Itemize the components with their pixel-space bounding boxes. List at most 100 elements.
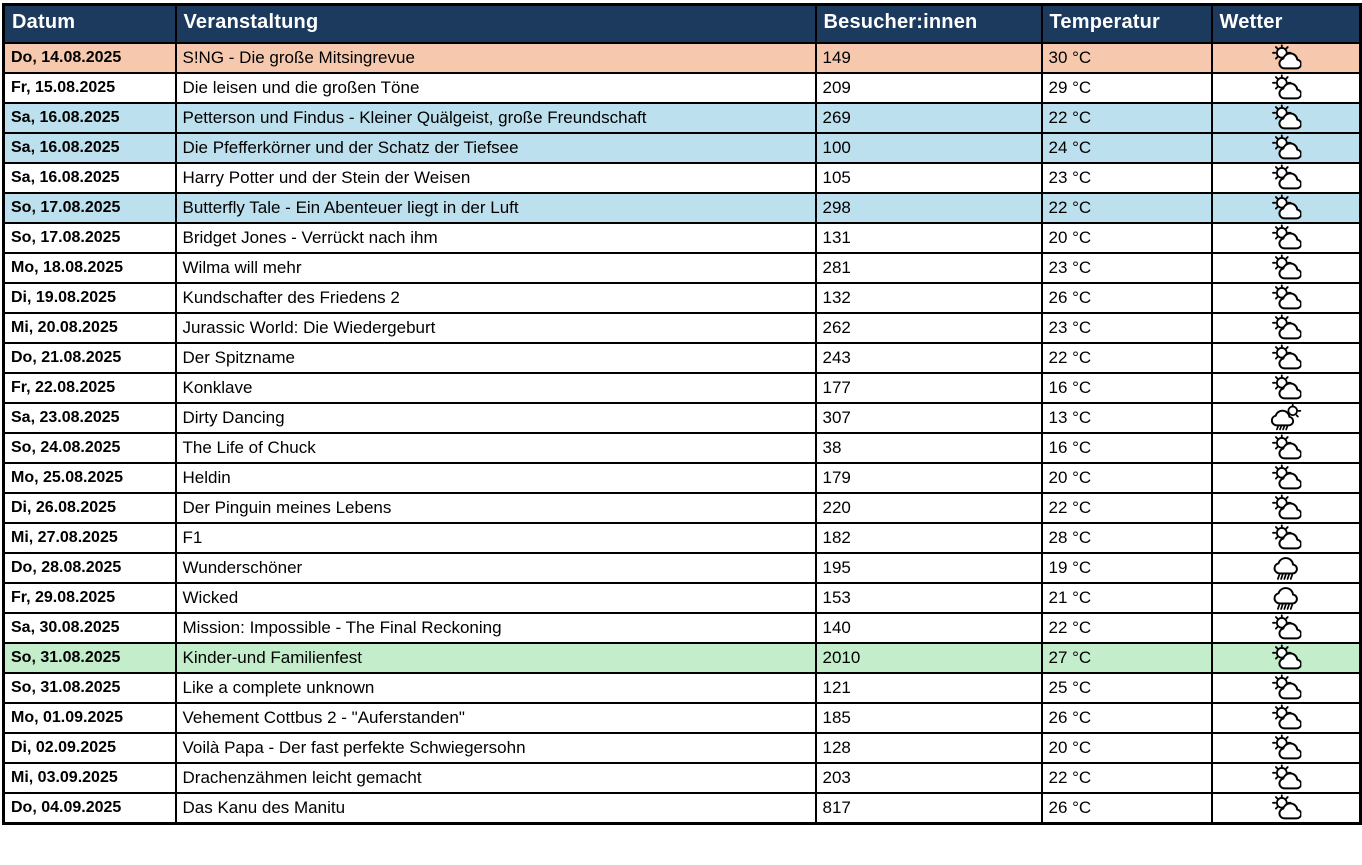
temperature-cell[interactable]: 23 °C: [1040, 311, 1213, 344]
date-cell[interactable]: Di, 19.08.2025: [2, 281, 177, 314]
event-cell[interactable]: Konklave: [174, 371, 817, 404]
weather-cell[interactable]: [1210, 731, 1362, 764]
date-cell[interactable]: So, 17.08.2025: [2, 191, 177, 224]
event-cell[interactable]: Der Spitzname: [174, 341, 817, 374]
weather-cell[interactable]: [1210, 761, 1362, 794]
visitors-cell[interactable]: 2010: [814, 641, 1043, 674]
weather-cell[interactable]: [1210, 461, 1362, 494]
event-cell[interactable]: Bridget Jones - Verrückt nach ihm: [174, 221, 817, 254]
date-cell[interactable]: Sa, 16.08.2025: [2, 161, 177, 194]
visitors-cell[interactable]: 182: [814, 521, 1043, 554]
weather-cell[interactable]: [1210, 161, 1362, 194]
event-cell[interactable]: Die Pfefferkörner und der Schatz der Tie…: [174, 131, 817, 164]
date-cell[interactable]: Sa, 23.08.2025: [2, 401, 177, 434]
date-cell[interactable]: Do, 04.09.2025: [2, 791, 177, 824]
weather-cell[interactable]: [1210, 281, 1362, 314]
visitors-cell[interactable]: 131: [814, 221, 1043, 254]
event-cell[interactable]: Wunderschöner: [174, 551, 817, 584]
visitors-cell[interactable]: 132: [814, 281, 1043, 314]
event-cell[interactable]: Petterson und Findus - Kleiner Quälgeist…: [174, 101, 817, 134]
weather-cell[interactable]: [1210, 341, 1362, 374]
date-cell[interactable]: Do, 14.08.2025: [2, 41, 177, 74]
temperature-cell[interactable]: 22 °C: [1040, 341, 1213, 374]
visitors-cell[interactable]: 140: [814, 611, 1043, 644]
visitors-cell[interactable]: 179: [814, 461, 1043, 494]
visitors-cell[interactable]: 307: [814, 401, 1043, 434]
event-cell[interactable]: Harry Potter und der Stein der Weisen: [174, 161, 817, 194]
weather-cell[interactable]: [1210, 581, 1362, 614]
event-cell[interactable]: Like a complete unknown: [174, 671, 817, 704]
visitors-cell[interactable]: 105: [814, 161, 1043, 194]
temperature-cell[interactable]: 13 °C: [1040, 401, 1213, 434]
event-cell[interactable]: Kinder-und Familienfest: [174, 641, 817, 674]
visitors-cell[interactable]: 817: [814, 791, 1043, 824]
date-cell[interactable]: So, 17.08.2025: [2, 221, 177, 254]
event-cell[interactable]: Voilà Papa - Der fast perfekte Schwieger…: [174, 731, 817, 764]
event-cell[interactable]: Der Pinguin meines Lebens: [174, 491, 817, 524]
temperature-cell[interactable]: 24 °C: [1040, 131, 1213, 164]
temperature-cell[interactable]: 20 °C: [1040, 461, 1213, 494]
event-cell[interactable]: S!NG - Die große Mitsingrevue: [174, 41, 817, 74]
event-cell[interactable]: Heldin: [174, 461, 817, 494]
date-cell[interactable]: Mi, 03.09.2025: [2, 761, 177, 794]
event-cell[interactable]: Mission: Impossible - The Final Reckonin…: [174, 611, 817, 644]
date-cell[interactable]: Mi, 27.08.2025: [2, 521, 177, 554]
temperature-cell[interactable]: 22 °C: [1040, 101, 1213, 134]
date-cell[interactable]: Di, 02.09.2025: [2, 731, 177, 764]
visitors-cell[interactable]: 149: [814, 41, 1043, 74]
visitors-cell[interactable]: 209: [814, 71, 1043, 104]
visitors-cell[interactable]: 121: [814, 671, 1043, 704]
date-cell[interactable]: Mi, 20.08.2025: [2, 311, 177, 344]
column-header-veranstaltung[interactable]: Veranstaltung: [174, 3, 817, 44]
weather-cell[interactable]: [1210, 701, 1362, 734]
date-cell[interactable]: Di, 26.08.2025: [2, 491, 177, 524]
date-cell[interactable]: Mo, 01.09.2025: [2, 701, 177, 734]
date-cell[interactable]: Mo, 18.08.2025: [2, 251, 177, 284]
weather-cell[interactable]: [1210, 491, 1362, 524]
event-cell[interactable]: Das Kanu des Manitu: [174, 791, 817, 824]
weather-cell[interactable]: [1210, 221, 1362, 254]
visitors-cell[interactable]: 262: [814, 311, 1043, 344]
temperature-cell[interactable]: 23 °C: [1040, 161, 1213, 194]
temperature-cell[interactable]: 21 °C: [1040, 581, 1213, 614]
weather-cell[interactable]: [1210, 251, 1362, 284]
temperature-cell[interactable]: 27 °C: [1040, 641, 1213, 674]
temperature-cell[interactable]: 22 °C: [1040, 191, 1213, 224]
date-cell[interactable]: Fr, 29.08.2025: [2, 581, 177, 614]
temperature-cell[interactable]: 16 °C: [1040, 431, 1213, 464]
temperature-cell[interactable]: 26 °C: [1040, 281, 1213, 314]
temperature-cell[interactable]: 19 °C: [1040, 551, 1213, 584]
weather-cell[interactable]: [1210, 551, 1362, 584]
temperature-cell[interactable]: 28 °C: [1040, 521, 1213, 554]
weather-cell[interactable]: [1210, 611, 1362, 644]
visitors-cell[interactable]: 38: [814, 431, 1043, 464]
date-cell[interactable]: Do, 28.08.2025: [2, 551, 177, 584]
date-cell[interactable]: So, 24.08.2025: [2, 431, 177, 464]
weather-cell[interactable]: [1210, 641, 1362, 674]
visitors-cell[interactable]: 220: [814, 491, 1043, 524]
weather-cell[interactable]: [1210, 101, 1362, 134]
temperature-cell[interactable]: 26 °C: [1040, 701, 1213, 734]
temperature-cell[interactable]: 16 °C: [1040, 371, 1213, 404]
temperature-cell[interactable]: 25 °C: [1040, 671, 1213, 704]
visitors-cell[interactable]: 281: [814, 251, 1043, 284]
visitors-cell[interactable]: 185: [814, 701, 1043, 734]
temperature-cell[interactable]: 22 °C: [1040, 611, 1213, 644]
temperature-cell[interactable]: 30 °C: [1040, 41, 1213, 74]
temperature-cell[interactable]: 23 °C: [1040, 251, 1213, 284]
visitors-cell[interactable]: 100: [814, 131, 1043, 164]
event-cell[interactable]: Kundschafter des Friedens 2: [174, 281, 817, 314]
event-cell[interactable]: Jurassic World: Die Wiedergeburt: [174, 311, 817, 344]
event-cell[interactable]: Wicked: [174, 581, 817, 614]
date-cell[interactable]: Fr, 15.08.2025: [2, 71, 177, 104]
column-header-datum[interactable]: Datum: [2, 3, 177, 44]
visitors-cell[interactable]: 269: [814, 101, 1043, 134]
column-header-wetter[interactable]: Wetter: [1210, 3, 1362, 44]
visitors-cell[interactable]: 203: [814, 761, 1043, 794]
date-cell[interactable]: So, 31.08.2025: [2, 641, 177, 674]
temperature-cell[interactable]: 22 °C: [1040, 761, 1213, 794]
date-cell[interactable]: So, 31.08.2025: [2, 671, 177, 704]
weather-cell[interactable]: [1210, 791, 1362, 824]
visitors-cell[interactable]: 195: [814, 551, 1043, 584]
date-cell[interactable]: Sa, 16.08.2025: [2, 101, 177, 134]
